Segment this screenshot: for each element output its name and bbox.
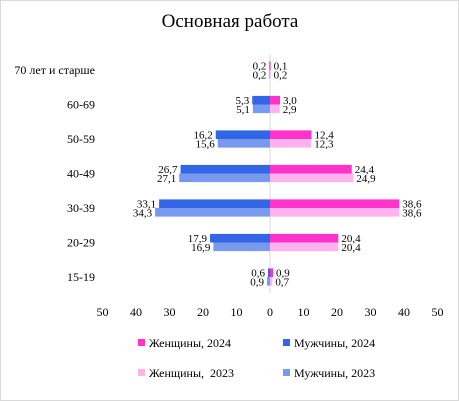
x-tick-label: 30 (365, 305, 377, 319)
category-label: 70 лет и старше (14, 63, 95, 77)
data-label: 24,9 (356, 173, 376, 185)
data-label: 38,6 (402, 199, 422, 211)
x-ticks-group: 50 40 30 20 10 0 10 20 30 40 50 (97, 305, 444, 319)
legend-swatch (283, 339, 290, 346)
bar (217, 139, 270, 148)
legend: Женщины, 2024 Мужчины, 2024 Женщины, 2023 М… (138, 336, 375, 380)
data-label: 27,1 (157, 173, 176, 185)
data-label: 26,7 (158, 164, 178, 176)
bar (179, 173, 270, 183)
bar (270, 130, 312, 139)
bar (270, 199, 400, 208)
data-label: 5,1 (236, 104, 250, 116)
data-label: 20,4 (341, 233, 361, 245)
data-label: 15,6 (195, 138, 215, 150)
bar (270, 242, 339, 252)
data-label: 0,2 (253, 61, 267, 73)
data-label: 3,0 (283, 95, 297, 107)
legend-swatch (283, 369, 290, 376)
data-label: 5,3 (235, 95, 249, 107)
x-tick-label: 20 (331, 305, 343, 319)
legend-swatch (138, 339, 145, 346)
bar (270, 164, 352, 174)
bar (252, 104, 270, 114)
data-label: 20,4 (341, 242, 361, 254)
data-label: 38,6 (402, 207, 422, 219)
data-label: 0,1 (274, 61, 288, 73)
data-label: 2,9 (283, 104, 297, 116)
bars-group (155, 54, 400, 293)
bar (270, 173, 354, 183)
x-tick-label: 40 (398, 305, 410, 319)
bar (155, 208, 270, 217)
data-label: 0,2 (274, 69, 288, 81)
legend-label: Мужчины, 2024 (294, 336, 375, 350)
chart-title: Основная работа (162, 11, 299, 32)
bar (180, 164, 270, 174)
bar (270, 95, 281, 105)
x-tick-label: 20 (197, 305, 209, 319)
x-tick-label: 0 (267, 305, 273, 319)
x-tick-label: 10 (231, 305, 243, 319)
category-label: 60-69 (67, 98, 95, 112)
x-tick-label: 50 (97, 305, 109, 319)
data-label: 33,1 (137, 199, 156, 211)
category-label: 15-19 (67, 270, 95, 284)
bar (269, 70, 270, 79)
bar (270, 104, 280, 114)
category-label: 30-39 (67, 201, 95, 215)
category-label: 50-59 (67, 132, 95, 146)
data-label: 0,9 (250, 276, 264, 288)
data-label: 0,2 (253, 69, 267, 81)
bar (270, 208, 400, 217)
bar (215, 130, 270, 139)
bar (270, 139, 312, 148)
legend-label: Мужчины, 2023 (294, 366, 375, 380)
bar (270, 277, 273, 286)
category-label: 40-49 (67, 167, 95, 181)
data-label: 12,4 (315, 130, 335, 142)
data-label: 16,2 (193, 130, 212, 142)
category-label: 20-29 (67, 236, 95, 250)
bar (159, 199, 270, 208)
data-label: 24,4 (355, 164, 375, 176)
bar (270, 268, 274, 277)
data-label: 34,3 (133, 207, 153, 219)
legend-swatch (138, 369, 145, 376)
x-tick-label: 10 (298, 305, 310, 319)
bar (252, 95, 270, 105)
data-label: 0,7 (275, 276, 289, 288)
bar (270, 233, 339, 243)
data-label: 0,6 (251, 268, 265, 280)
bar (210, 233, 270, 243)
x-tick-label: 50 (432, 305, 444, 319)
bar (266, 277, 270, 286)
category-labels-group: 70 лет и старше 60-69 50-59 40-49 30-39 20-29… (14, 63, 95, 284)
bar (267, 268, 270, 277)
data-label: 16,9 (191, 242, 211, 254)
bar (270, 61, 271, 70)
x-tick-label: 30 (164, 305, 176, 319)
data-label: 12,3 (314, 138, 334, 150)
legend-label: Женщины, 2023 (149, 366, 234, 380)
data-label: 17,9 (188, 233, 208, 245)
x-tick-label: 40 (130, 305, 142, 319)
bar (269, 61, 270, 70)
data-labels-group: 0,10,20,20,23,02,95,35,112,412,316,215,6… (133, 61, 422, 289)
bar (270, 70, 271, 79)
legend-label: Женщины, 2024 (149, 336, 231, 350)
data-label: 0,9 (276, 268, 290, 280)
bar (213, 242, 270, 252)
